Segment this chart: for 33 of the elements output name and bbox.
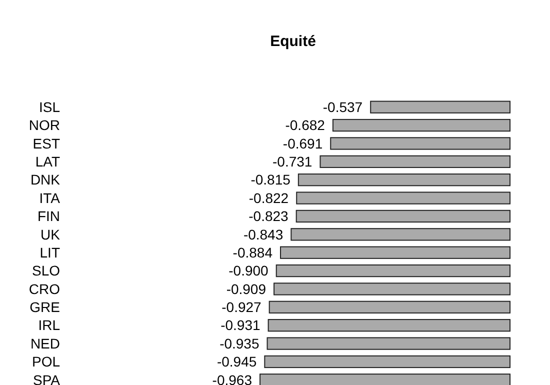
data-label: -0.927 (222, 299, 262, 316)
y-tick-label: SLO (32, 262, 60, 279)
y-tick-label: SPA (33, 372, 61, 385)
y-tick-label: ITA (39, 190, 61, 206)
data-label: -0.823 (248, 208, 289, 224)
data-label: -0.815 (250, 172, 291, 188)
data-label: -0.537 (322, 98, 363, 115)
y-tick-label: UK (40, 226, 61, 242)
y-tick-label: LIT (40, 244, 60, 260)
y-tick-label: ISL (38, 98, 60, 115)
data-label: -0.909 (226, 280, 266, 297)
data-label: -0.884 (232, 244, 273, 260)
data-label: -0.822 (248, 190, 289, 206)
data-label: -0.945 (216, 354, 257, 370)
data-label: -0.935 (220, 335, 260, 352)
y-tick-label: EST (32, 135, 60, 152)
chart-title: Equité (270, 33, 316, 50)
y-tick-label: GRE (30, 299, 60, 316)
data-label: -0.931 (220, 317, 261, 334)
y-tick-label: NED (30, 335, 60, 352)
y-tick-label: POL (32, 354, 60, 370)
y-tick-label: LAT (35, 154, 60, 170)
data-label: -0.682 (285, 117, 326, 134)
data-label: -0.963 (212, 372, 252, 385)
y-tick-label: CRO (28, 280, 60, 297)
data-label: -0.731 (272, 154, 312, 170)
y-tick-label: DNK (30, 172, 61, 188)
data-label: -0.691 (282, 135, 323, 152)
data-label: -0.843 (243, 226, 284, 242)
y-tick-label: NOR (28, 117, 60, 134)
data-label: -0.900 (228, 262, 269, 279)
y-tick-label: IRL (38, 317, 60, 334)
y-tick-label: FIN (37, 208, 60, 224)
